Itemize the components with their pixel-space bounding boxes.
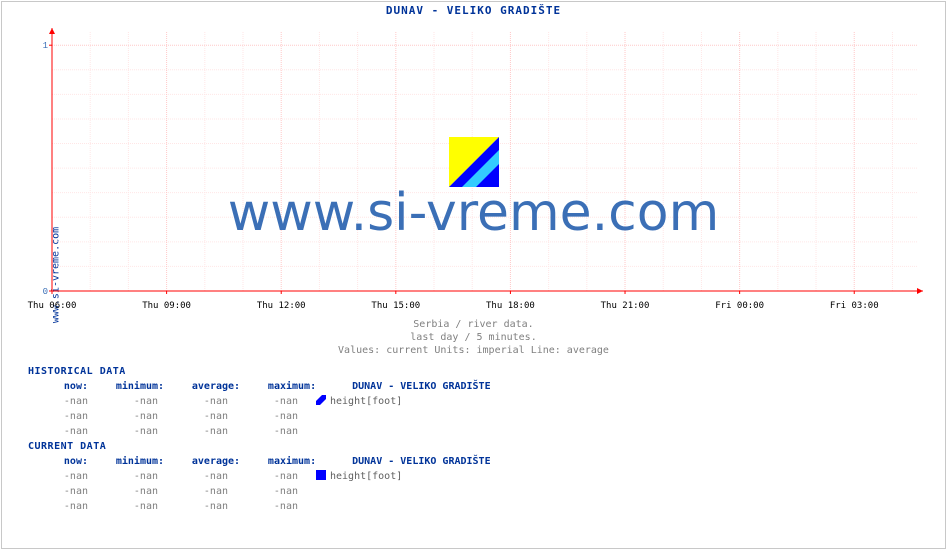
cell-min: -nan	[88, 424, 158, 439]
historical-series-label: DUNAV - VELIKO GRADIŠTE	[352, 381, 490, 392]
series-marker-icon	[316, 395, 326, 405]
table-row: -nan-nan-nan-nanheight[foot]	[28, 394, 491, 409]
cell-min: -nan	[88, 484, 158, 499]
x-tick-label: Thu 21:00	[601, 301, 650, 311]
series-marker-icon	[316, 470, 326, 480]
caption-line-2: last day / 5 minutes.	[2, 331, 945, 344]
cell-min: -nan	[88, 499, 158, 514]
x-tick-label: Thu 09:00	[142, 301, 191, 311]
svg-text:1: 1	[43, 41, 48, 51]
legend-label: height[foot]	[330, 471, 402, 482]
data-tables: HISTORICAL DATA now: minimum: average: m…	[28, 364, 491, 514]
chart-caption: Serbia / river data. last day / 5 minute…	[2, 318, 945, 357]
cell-avg: -nan	[158, 469, 228, 484]
cell-avg: -nan	[158, 424, 228, 439]
current-header-row: now: minimum: average: maximum: DUNAV - …	[28, 454, 491, 469]
cell-now: -nan	[28, 469, 88, 484]
cell-now: -nan	[28, 499, 88, 514]
hdr-min: minimum:	[94, 454, 164, 469]
hdr-max: maximum:	[246, 379, 316, 394]
hdr-avg: average:	[170, 454, 240, 469]
chart-title: DUNAV - VELIKO GRADIŠTE	[2, 4, 945, 17]
cell-avg: -nan	[158, 394, 228, 409]
historical-header-row: now: minimum: average: maximum: DUNAV - …	[28, 379, 491, 394]
chart-svg: 01	[42, 22, 935, 297]
x-tick-label: Thu 06:00	[28, 301, 77, 311]
current-title: CURRENT DATA	[28, 439, 491, 454]
x-tick-label: Thu 12:00	[257, 301, 306, 311]
table-row: -nan-nan-nan-nan	[28, 499, 491, 514]
plot-area: 01	[42, 22, 935, 297]
table-row: -nan-nan-nan-nan	[28, 424, 491, 439]
historical-title: HISTORICAL DATA	[28, 364, 491, 379]
legend-label: height[foot]	[330, 396, 402, 407]
svg-text:0: 0	[43, 287, 48, 297]
chart-frame: DUNAV - VELIKO GRADIŠTE www.si-vreme.com…	[1, 1, 946, 549]
cell-now: -nan	[28, 424, 88, 439]
cell-now: -nan	[28, 394, 88, 409]
cell-max: -nan	[228, 424, 298, 439]
cell-max: -nan	[228, 409, 298, 424]
cell-now: -nan	[28, 409, 88, 424]
caption-line-3: Values: current Units: imperial Line: av…	[2, 344, 945, 357]
cell-max: -nan	[228, 469, 298, 484]
table-row: -nan-nan-nan-nan	[28, 409, 491, 424]
hdr-avg: average:	[170, 379, 240, 394]
cell-now: -nan	[28, 484, 88, 499]
cell-avg: -nan	[158, 499, 228, 514]
x-tick-label: Thu 18:00	[486, 301, 535, 311]
cell-min: -nan	[88, 394, 158, 409]
x-tick-label: Fri 00:00	[715, 301, 764, 311]
cell-min: -nan	[88, 409, 158, 424]
current-series-label: DUNAV - VELIKO GRADIŠTE	[352, 456, 490, 467]
cell-max: -nan	[228, 499, 298, 514]
hdr-now: now:	[28, 379, 88, 394]
table-row: -nan-nan-nan-nanheight[foot]	[28, 469, 491, 484]
hdr-now: now:	[28, 454, 88, 469]
x-tick-label: Fri 03:00	[830, 301, 879, 311]
cell-avg: -nan	[158, 409, 228, 424]
x-tick-labels: Thu 06:00Thu 09:00Thu 12:00Thu 15:00Thu …	[42, 301, 935, 313]
hdr-min: minimum:	[94, 379, 164, 394]
hdr-max: maximum:	[246, 454, 316, 469]
x-tick-label: Thu 15:00	[371, 301, 420, 311]
caption-line-1: Serbia / river data.	[2, 318, 945, 331]
cell-avg: -nan	[158, 484, 228, 499]
cell-min: -nan	[88, 469, 158, 484]
table-row: -nan-nan-nan-nan	[28, 484, 491, 499]
cell-max: -nan	[228, 394, 298, 409]
cell-max: -nan	[228, 484, 298, 499]
